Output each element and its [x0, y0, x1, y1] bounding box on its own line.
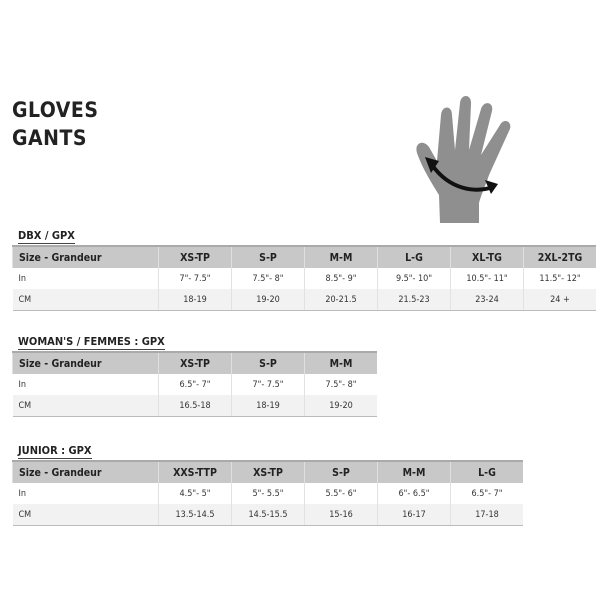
table-row: In 4.5"- 5" 5"- 5.5" 5.5"- 6" 6"- 6.5" 6.5"- …: [13, 483, 523, 504]
row-label: Size - Grandeur: [12, 460, 159, 483]
table-cell: M-M: [304, 351, 377, 374]
table-cell: 7.5"- 8": [231, 268, 305, 289]
table-cell: 2XL-2TG: [523, 245, 596, 268]
size-table-womens: Size - Grandeur XS-TP S-P M-M In 6.5"- 7" 7"- …: [12, 351, 377, 417]
measure-arrow-icon: [430, 163, 494, 192]
title-gants: GANTS: [12, 126, 87, 150]
table-cell: 7.5"- 8": [304, 374, 377, 395]
table-cell: XL-TG: [450, 245, 524, 268]
table-cell: S-P: [231, 351, 305, 374]
section-title-junior: JUNIOR : GPX: [18, 444, 92, 459]
table-cell: XS-TP: [231, 460, 305, 483]
table-row: CM 16.5-18 18-19 19-20: [12, 395, 377, 417]
table-cell: 21.5-23: [377, 289, 451, 311]
table-cell: 18-19: [231, 395, 305, 417]
table-cell: 5.5"- 6": [304, 483, 378, 504]
table-cell: L-G: [450, 460, 523, 483]
table-cell: 7"- 7.5": [158, 268, 232, 289]
table-cell: 20-21.5: [304, 289, 378, 311]
table-cell: 4.5"- 5": [158, 483, 232, 504]
table-header-row: Size - Grandeur XS-TP S-P M-M: [12, 351, 377, 374]
table-header-row: Size - Grandeur XXS-TTP XS-TP S-P M-M L-G: [12, 460, 523, 483]
table-cell: 6.5"- 7": [158, 374, 232, 395]
table-cell: S-P: [231, 245, 305, 268]
table-cell: XXS-TTP: [158, 460, 232, 483]
table-cell: 24 +: [523, 289, 596, 311]
row-label: In: [18, 379, 27, 390]
section-title-dbx: DBX / GPX: [18, 229, 75, 244]
section-title-womens: WOMAN'S / FEMMES : GPX: [18, 335, 165, 350]
table-cell: M-M: [377, 460, 451, 483]
table-cell: 23-24: [450, 289, 524, 311]
table-row: CM 13.5-14.5 14.5-15.5 15-16 16-17 17-18: [12, 504, 523, 526]
table-header-row: Size - Grandeur XS-TP S-P M-M L-G XL-TG 2XL-2T…: [12, 245, 596, 268]
table-cell: 19-20: [304, 395, 377, 417]
table-cell: 19-20: [231, 289, 305, 311]
table-cell: XS-TP: [158, 351, 232, 374]
table-cell: 9.5"- 10": [377, 268, 451, 289]
table-cell: M-M: [304, 245, 378, 268]
table-row: CM 18-19 19-20 20-21.5 21.5-23 23-24 24 +: [12, 289, 596, 311]
table-cell: 13.5-14.5: [158, 504, 232, 526]
title-gloves: GLOVES: [12, 98, 99, 122]
table-cell: XS-TP: [158, 245, 232, 268]
row-label: In: [18, 273, 27, 284]
table-cell: 17-18: [450, 504, 523, 526]
table-cell: S-P: [304, 460, 378, 483]
table-cell: 6.5"- 7": [450, 483, 523, 504]
row-label: In: [18, 488, 27, 499]
table-cell: 10.5"- 11": [450, 268, 524, 289]
table-cell: 14.5-15.5: [231, 504, 305, 526]
table-cell: 16-17: [377, 504, 451, 526]
hand-icon: [416, 95, 511, 223]
row-label: CM: [12, 504, 159, 526]
table-cell: 16.5-18: [158, 395, 232, 417]
row-label: CM: [12, 395, 159, 417]
table-cell: 8.5"- 9": [304, 268, 378, 289]
table-row: In 7"- 7.5" 7.5"- 8" 8.5"- 9" 9.5"- 10" 10.5"…: [13, 268, 596, 289]
row-label: Size - Grandeur: [12, 351, 159, 374]
row-label: CM: [12, 289, 159, 311]
table-cell: 5"- 5.5": [231, 483, 305, 504]
table-cell: L-G: [377, 245, 451, 268]
table-cell: 11.5"- 12": [523, 268, 596, 289]
size-table-dbx: Size - Grandeur XS-TP S-P M-M L-G XL-TG 2XL-2T…: [12, 245, 596, 311]
table-cell: 7"- 7.5": [231, 374, 305, 395]
table-row: In 6.5"- 7" 7"- 7.5" 7.5"- 8": [13, 374, 377, 395]
table-cell: 18-19: [158, 289, 232, 311]
table-cell: 15-16: [304, 504, 378, 526]
table-cell: 6"- 6.5": [377, 483, 451, 504]
row-label: Size - Grandeur: [12, 245, 159, 268]
size-table-junior: Size - Grandeur XXS-TTP XS-TP S-P M-M L-G In 4.…: [12, 460, 523, 526]
